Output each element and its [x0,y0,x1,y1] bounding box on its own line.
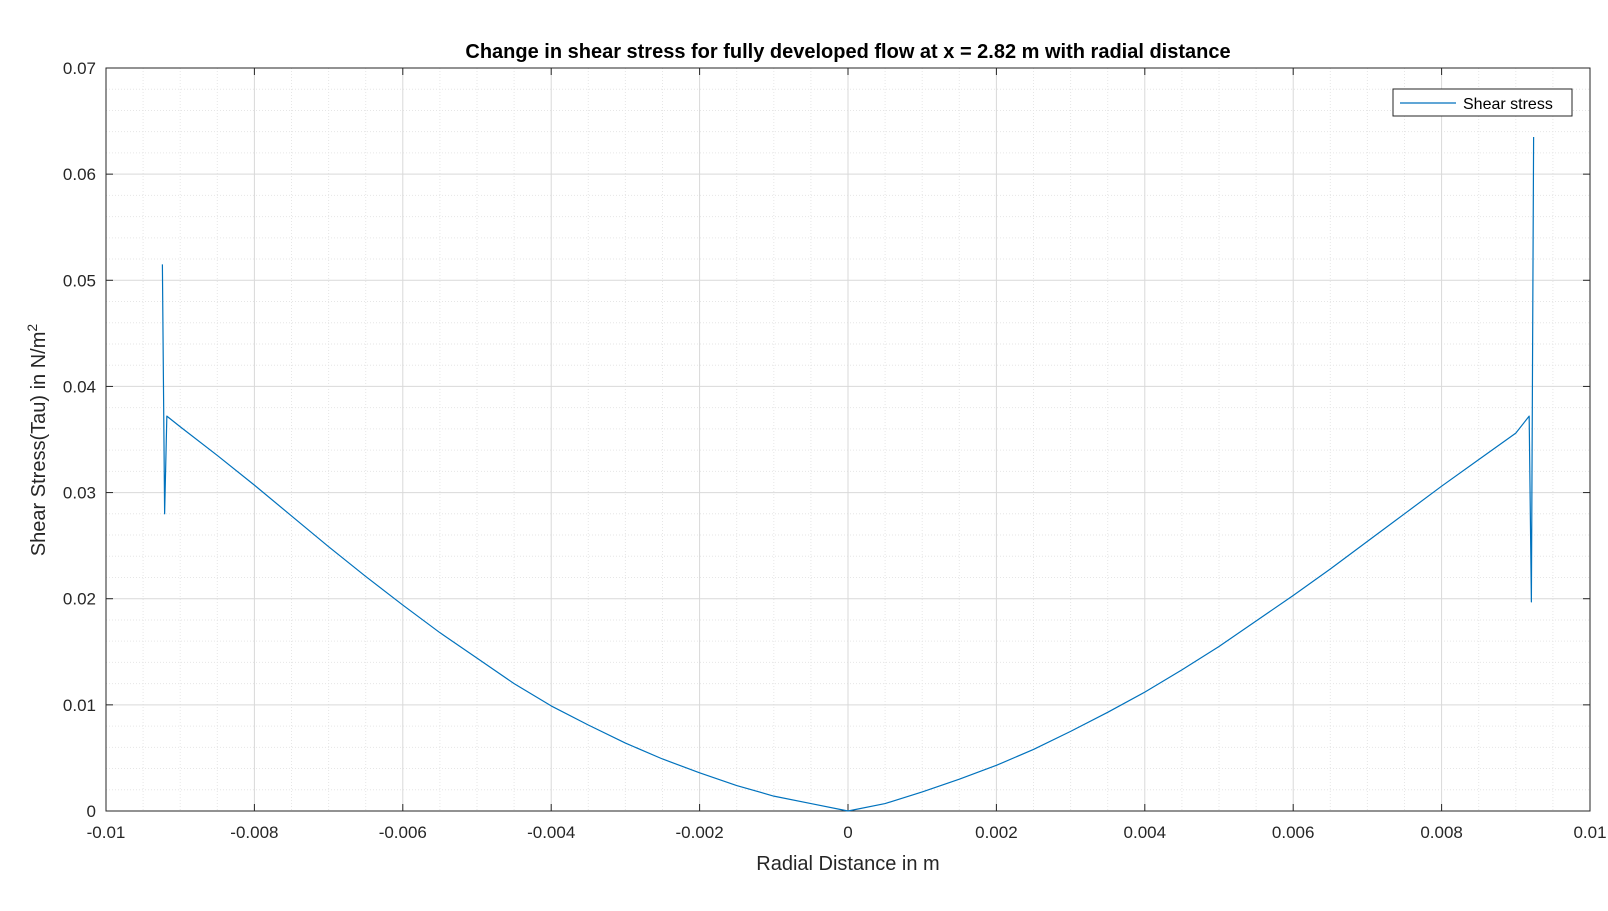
legend: Shear stress [1392,88,1573,117]
x-tick-label: 0.008 [1420,823,1463,842]
legend-label-shear-stress: Shear stress [1463,96,1553,113]
x-tick-label: 0.006 [1272,823,1315,842]
y-tick-label: 0.05 [63,271,96,290]
x-tick-label: 0.002 [975,823,1018,842]
series-group [161,136,1535,812]
y-tick-label: 0.02 [63,590,96,609]
x-tick-label: -0.008 [230,823,278,842]
x-tick-label: -0.006 [379,823,427,842]
chart-title: Change in shear stress for fully develop… [465,41,1230,63]
y-tick-label: 0.06 [63,165,96,184]
y-tick-label: 0 [87,802,96,821]
y-axis-label-main: Shear Stress(Tau) in N/m [28,332,50,557]
y-tick-label: 0.01 [63,696,96,715]
x-tick-labels: -0.01 -0.008 -0.006 -0.004 -0.002 0 0.002 0.004… [87,823,1607,842]
y-tick-label: 0.04 [63,377,96,396]
x-tick-label: 0.004 [1124,823,1167,842]
tick-marks [105,67,1591,812]
x-tick-label: -0.002 [675,823,723,842]
x-axis-label: Radial Distance in m [756,853,939,875]
y-axis-label-superscript: 2 [24,324,40,332]
x-tick-label: 0.01 [1573,823,1606,842]
x-tick-label: -0.004 [527,823,575,842]
y-tick-label: 0.03 [63,484,96,503]
y-tick-label: 0.07 [63,59,96,78]
x-tick-label: -0.01 [87,823,126,842]
x-tick-label: 0 [843,823,852,842]
y-tick-labels: 0 0.01 0.02 0.03 0.04 0.05 0.06 0.07 [63,59,96,821]
y-axis-label: Shear Stress(Tau) in N/m2 [24,324,50,557]
series-line-shear-stress [161,136,1535,812]
